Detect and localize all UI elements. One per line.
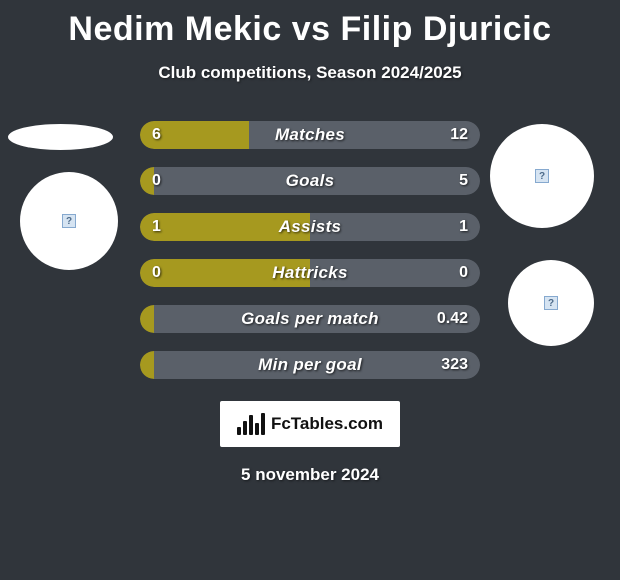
footer-logo[interactable]: FcTables.com bbox=[220, 401, 400, 447]
bars-icon bbox=[237, 413, 265, 435]
stat-label: Matches bbox=[140, 121, 480, 149]
stat-label: Goals bbox=[140, 167, 480, 195]
placeholder-icon: ? bbox=[62, 214, 76, 228]
stat-row: 0.42Goals per match bbox=[140, 305, 480, 333]
stat-row: 11Assists bbox=[140, 213, 480, 241]
placeholder-icon: ? bbox=[535, 169, 549, 183]
vs-label: vs bbox=[292, 10, 331, 48]
stat-label: Goals per match bbox=[140, 305, 480, 333]
placeholder-icon: ? bbox=[544, 296, 558, 310]
footer-logo-text: FcTables.com bbox=[271, 414, 383, 434]
stat-row: 00Hattricks bbox=[140, 259, 480, 287]
player1-name: Nedim Mekic bbox=[68, 10, 281, 48]
stat-label: Min per goal bbox=[140, 351, 480, 379]
decorative-ellipse bbox=[8, 124, 113, 150]
avatar-right-top: ? bbox=[490, 124, 594, 228]
avatar-left: ? bbox=[20, 172, 118, 270]
stat-label: Assists bbox=[140, 213, 480, 241]
stat-row: 323Min per goal bbox=[140, 351, 480, 379]
subtitle: Club competitions, Season 2024/2025 bbox=[0, 63, 620, 83]
page-title: Nedim Mekic vs Filip Djuricic bbox=[0, 0, 620, 49]
player2-name: Filip Djuricic bbox=[341, 10, 552, 48]
stat-row: 612Matches bbox=[140, 121, 480, 149]
footer-date: 5 november 2024 bbox=[0, 465, 620, 485]
stats-container: 612Matches 05Goals 11Assists 00Hattricks 0.4… bbox=[140, 121, 480, 379]
stat-row: 05Goals bbox=[140, 167, 480, 195]
stat-label: Hattricks bbox=[140, 259, 480, 287]
avatar-right-bottom: ? bbox=[508, 260, 594, 346]
